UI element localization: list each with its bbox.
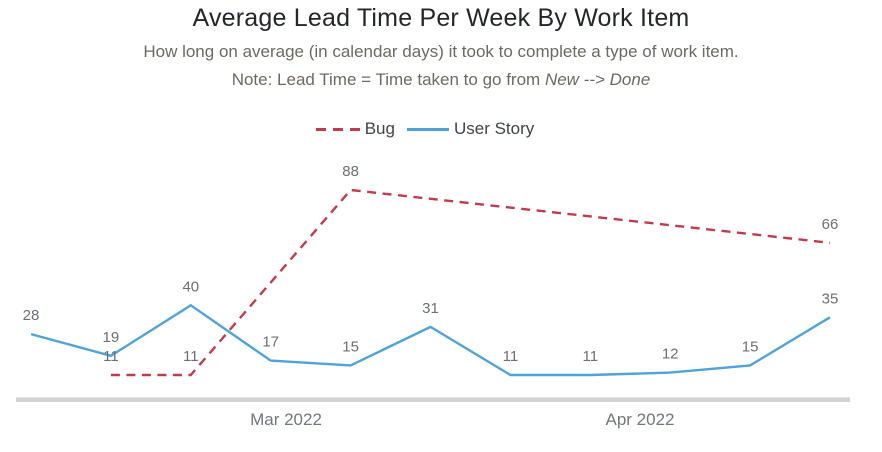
value-label: 19 — [103, 329, 120, 346]
bug-dashed-line-swatch — [315, 127, 360, 131]
chart-legend: Bug User Story — [0, 119, 866, 139]
value-label: 31 — [422, 300, 439, 317]
chart-title: Average Lead Time Per Week By Work Item — [192, 4, 690, 32]
value-label: 12 — [662, 346, 679, 363]
value-label: 15 — [342, 338, 359, 355]
legend-label-user-story: User Story — [453, 119, 535, 138]
value-label: 11 — [103, 348, 119, 365]
value-label: 28 — [23, 307, 40, 324]
series-line-bug — [110, 188, 831, 377]
value-label: 35 — [822, 290, 839, 307]
note-italic: New --> Done — [544, 70, 651, 89]
value-label: 11 — [183, 348, 199, 365]
value-label: 11 — [503, 348, 519, 365]
chart-note: Note: Lead Time = Time taken to go from … — [0, 70, 882, 90]
value-label: 40 — [182, 278, 199, 295]
value-label: 66 — [822, 216, 839, 233]
x-axis-label: Apr 2022 — [606, 410, 675, 429]
legend-item-user-story[interactable]: User Story — [406, 119, 535, 139]
series-line-user-story — [30, 303, 831, 377]
x-axis-label: Mar 2022 — [250, 410, 322, 429]
lead-time-line-chart: Mar 2022 Apr 2022 11 11 88 66 28 19 40 17 15 31 11 11… — [16, 163, 850, 429]
value-label: 11 — [583, 348, 599, 365]
x-axis-line — [16, 397, 850, 402]
user-story-solid-line-swatch — [406, 127, 449, 131]
value-label: 17 — [262, 334, 279, 351]
note-prefix: Note: Lead Time = Time taken to go from — [231, 70, 545, 89]
value-label: 15 — [742, 338, 759, 355]
chart-subtitle: How long on average (in calendar days) i… — [143, 42, 739, 61]
legend-item-bug[interactable]: Bug — [315, 119, 395, 139]
value-label: 88 — [342, 163, 359, 180]
legend-label-bug: Bug — [364, 119, 395, 138]
